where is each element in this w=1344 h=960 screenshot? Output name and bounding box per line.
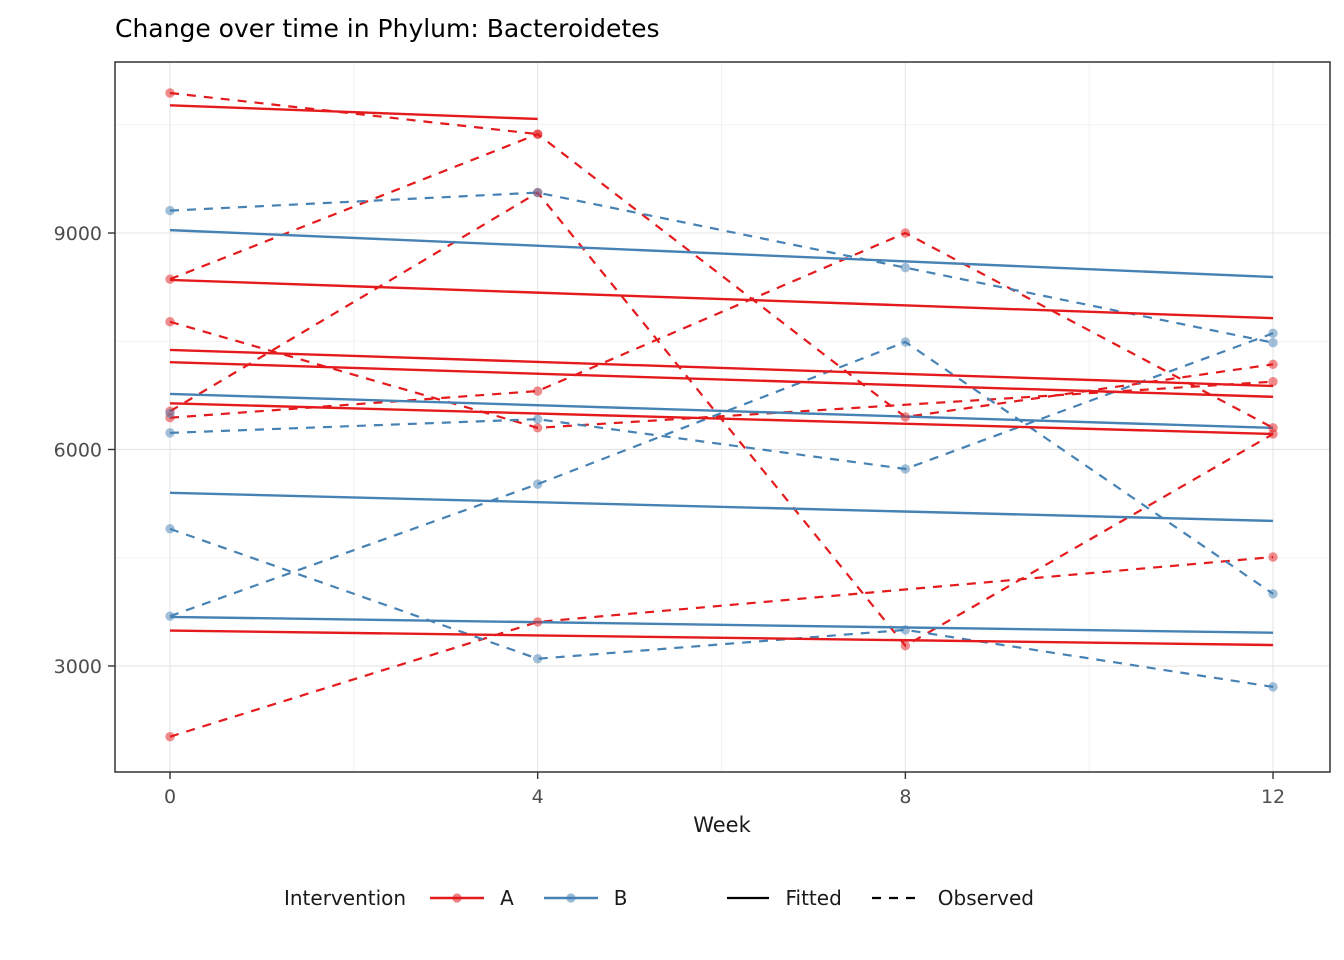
- data-point-A2-w8: [900, 412, 911, 422]
- data-point-B2-w0: [165, 428, 175, 438]
- legend-key-observed-icon: [871, 896, 922, 900]
- legend-key-b-icon: [543, 893, 598, 903]
- legend-item-observed: Observed: [868, 886, 1034, 910]
- data-point-B1-w12: [1268, 337, 1278, 348]
- data-point-A3-w12: [1268, 376, 1278, 387]
- chart-title: Change over time in Phylum: Bacteroidete…: [115, 14, 660, 43]
- fitted-line-A3: [169, 348, 1274, 388]
- fitted-line-A4: [169, 360, 1274, 399]
- legend-label-observed: Observed: [937, 886, 1035, 910]
- legend-item-a: A: [426, 886, 514, 910]
- data-point-A2-w0: [165, 274, 175, 284]
- x-tick-label: 8: [899, 786, 911, 808]
- legend-key-a-icon: [430, 893, 485, 903]
- y-tick-label: 3000: [54, 656, 102, 678]
- observed-line-B4: [169, 527, 1274, 688]
- observed-line-A1: [169, 91, 538, 136]
- y-tick-label: 6000: [54, 439, 102, 461]
- data-point-A4-w8: [900, 228, 911, 238]
- data-point-B3-w8: [900, 337, 911, 347]
- legend-title: Intervention: [283, 886, 407, 910]
- data-point-B2-w4: [532, 414, 543, 424]
- fitted-line-B3: [169, 491, 1274, 523]
- data-point-B4-w4: [532, 654, 543, 664]
- legend-label-a: A: [500, 886, 514, 910]
- legend-item-b: B: [540, 886, 628, 910]
- data-point-B1-w8: [900, 262, 911, 273]
- legend-label-fitted: Fitted: [785, 886, 842, 910]
- data-point-B3-w0: [165, 611, 175, 621]
- x-axis-title: Week: [693, 813, 751, 837]
- data-point-B4-w0: [165, 524, 175, 534]
- observed-line-A4: [169, 231, 1274, 429]
- data-point-B2-w8: [900, 464, 911, 474]
- legend: Intervention A B Fitted: [0, 886, 1344, 910]
- legend-label-b: B: [613, 886, 628, 910]
- data-point-A5-w12: [1268, 429, 1278, 439]
- data-point-B1-w4: [532, 187, 543, 198]
- legend-key-fitted-icon: [727, 896, 770, 900]
- data-point-A1-w0: [165, 88, 175, 98]
- x-tick-label: 12: [1261, 786, 1285, 808]
- data-point-A3-w4: [532, 423, 543, 433]
- fitted-line-A6: [169, 629, 1274, 647]
- data-point-A2-w12: [1268, 359, 1278, 370]
- fitted-line-A2: [169, 278, 1274, 320]
- data-point-A5-w8: [900, 641, 911, 651]
- fitted-line-A5: [169, 402, 1274, 436]
- data-point-B4-w12: [1268, 682, 1278, 692]
- data-point-B4-w8: [900, 625, 911, 635]
- x-tick-label: 0: [164, 786, 176, 808]
- data-point-B5-w0: [165, 408, 175, 419]
- data-point-B3-w12: [1268, 589, 1278, 599]
- x-tick-label: 4: [532, 786, 544, 808]
- data-point-A2-w4: [532, 129, 543, 139]
- fitted-line-B2: [169, 392, 1274, 430]
- panel-border: [114, 61, 1331, 773]
- fitted-line-B1: [169, 228, 1274, 279]
- data-point-B1-w0: [165, 205, 175, 216]
- legend-item-fitted: Fitted: [723, 886, 842, 910]
- data-point-A6-w12: [1268, 552, 1278, 562]
- observed-line-B3: [169, 340, 1274, 618]
- fitted-line-A1: [169, 104, 538, 121]
- fitted-line-B4: [169, 615, 1274, 634]
- data-point-A6-w0: [165, 731, 175, 742]
- data-point-A4-w4: [532, 386, 543, 396]
- data-point-A6-w4: [532, 617, 543, 627]
- y-tick-label: 9000: [54, 223, 102, 245]
- data-point-B3-w4: [532, 479, 543, 489]
- data-point-B2-w12: [1268, 328, 1278, 339]
- data-point-A3-w0: [165, 317, 175, 327]
